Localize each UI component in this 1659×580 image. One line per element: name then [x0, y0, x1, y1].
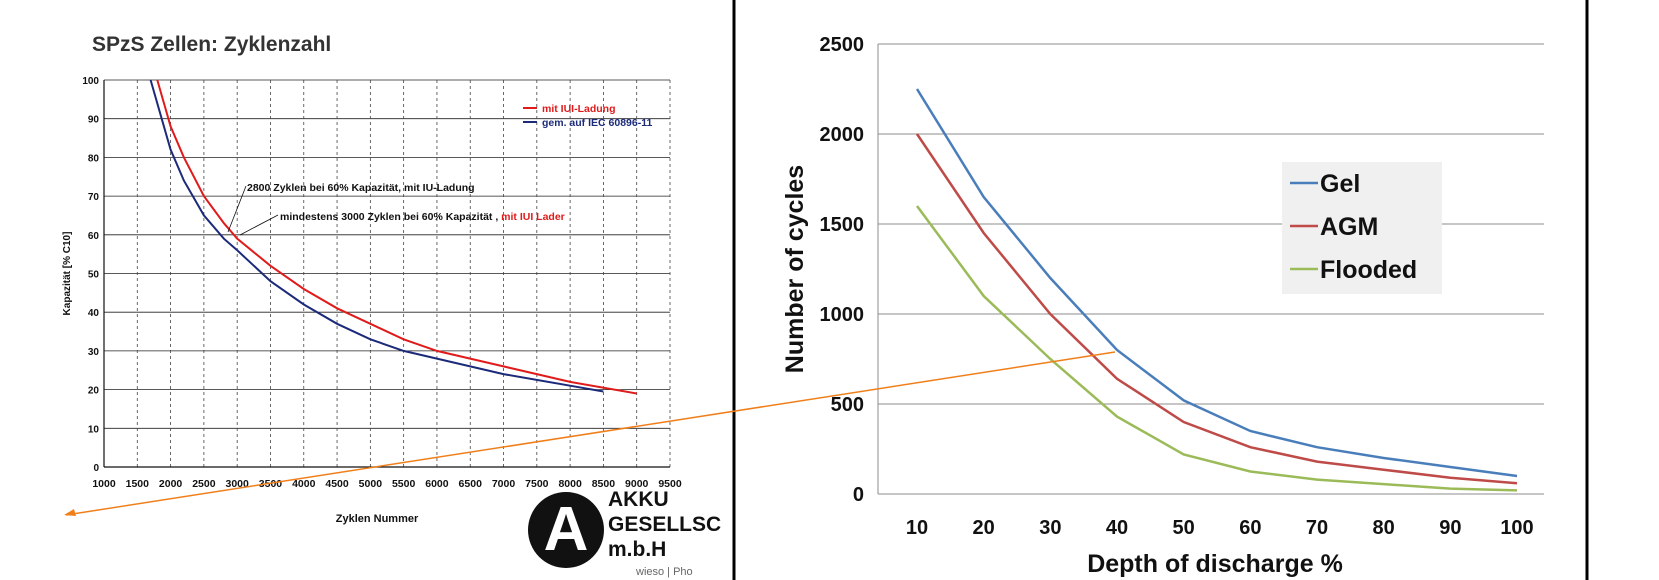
chart1-annotation-iui-highlight: mit IUI Lader — [501, 211, 565, 223]
chart2-xtick-label: 20 — [973, 517, 995, 539]
logo-text-line3: m.b.H — [608, 538, 667, 561]
chart1-series-line-iui — [156, 79, 637, 395]
chart1-xtick-label: 2500 — [192, 478, 216, 490]
logo-circle — [528, 492, 604, 568]
chart1-xtick-label: 6000 — [425, 478, 449, 490]
chart2-ytick-label: 500 — [831, 394, 864, 416]
logo-emblem: A — [543, 495, 589, 564]
chart1-xtick-label: 7000 — [492, 478, 516, 490]
chart1-xtick-label: 8500 — [592, 478, 616, 490]
chart1-ytick-label: 70 — [88, 192, 100, 203]
chart1-xtick-label: 2000 — [159, 478, 183, 490]
chart2-legend-label: AGM — [1320, 213, 1378, 241]
chart1-ytick-label: 80 — [88, 153, 100, 164]
chart2-series-line-gel — [915, 88, 1518, 478]
chart1-ytick-label: 0 — [93, 463, 99, 474]
logo-text-line2: GESELLSC — [608, 513, 722, 536]
chart1-ylabel: Kapazität [% C10] — [62, 232, 73, 316]
orange-arrowhead — [64, 509, 76, 516]
chart1-ytick-label: 100 — [82, 76, 99, 87]
chart1-ytick-label: 10 — [88, 424, 100, 435]
chart2-series-line-flooded — [915, 205, 1518, 492]
chart2-legend-label: Gel — [1320, 170, 1360, 198]
chart1-ytick-label: 40 — [88, 308, 100, 319]
chart1-ytick-label: 90 — [88, 115, 100, 126]
chart1-xtick-label: 5000 — [359, 478, 383, 490]
chart2-ytick-label: 2500 — [820, 34, 865, 56]
orange-arrow — [65, 351, 1116, 516]
chart2-xtick-label: 50 — [1173, 517, 1195, 539]
chart1-annotation-iui: mindestens 3000 Zyklen bei 60% Kapazität… — [280, 211, 565, 223]
chart1-title: SPzS Zellen: Zyklenzahl — [92, 33, 331, 56]
chart1-annotation-iui-text: mindestens 3000 Zyklen bei 60% Kapazität… — [280, 211, 501, 223]
chart2-xtick-label: 40 — [1106, 517, 1128, 539]
chart1-xtick-label: 3500 — [259, 478, 283, 490]
chart2-series-line-agm — [915, 133, 1518, 485]
chart2-ytick-label: 2000 — [820, 124, 865, 146]
chart2-xlabel: Depth of discharge % — [1087, 550, 1343, 578]
chart-zyklenzahl: SPzS Zellen: Zyklenzahl 0 10 20 30 40 50 60 70 80… — [62, 33, 682, 525]
akku-logo: A AKKU GESELLSC m.b.H — [528, 488, 722, 580]
chart1-xtick-label: 4500 — [325, 478, 349, 490]
chart2-legend-label: Flooded — [1320, 256, 1417, 284]
chart2-ytick-label: 1500 — [820, 214, 865, 236]
chart1-xtick-label: 1000 — [92, 478, 116, 490]
chart2-xtick-label: 30 — [1039, 517, 1061, 539]
chart1-ytick-label: 30 — [88, 347, 100, 358]
photo-credit: wieso | Pho — [636, 566, 693, 578]
chart2-ytick-label: 1000 — [820, 304, 865, 326]
chart1-xtick-label: 9500 — [658, 478, 682, 490]
chart2-xtick-label: 60 — [1239, 517, 1261, 539]
chart1-annotation-iui-leader — [239, 214, 279, 236]
chart1-legend-label: gem. auf IEC 60896-11 — [542, 117, 652, 129]
chart1-xtick-label: 6500 — [459, 478, 483, 490]
chart1-xtick-label: 7500 — [525, 478, 549, 490]
chart1-xtick-label: 8000 — [558, 478, 582, 490]
chart1-xtick-label: 9000 — [625, 478, 649, 490]
chart2-ylabel: Number of cycles — [781, 165, 809, 373]
chart1-legend-label: mit IUI-Ladung — [542, 103, 616, 115]
chart2-xtick-label: 10 — [906, 517, 928, 539]
chart2-xtick-label: 100 — [1500, 517, 1533, 539]
chart1-series-line-iec — [149, 79, 604, 393]
chart1-xtick-label: 1500 — [126, 478, 150, 490]
chart2-xtick-label: 80 — [1373, 517, 1395, 539]
chart2-ytick-label: 0 — [853, 484, 864, 506]
chart1-ytick-label: 60 — [88, 231, 100, 242]
chart2-xtick-label: 70 — [1306, 517, 1328, 539]
chart1-annotation-iu-leader — [227, 185, 247, 233]
chart2-xtick-label: 90 — [1439, 517, 1461, 539]
chart1-xlabel: Zyklen Nummer — [336, 513, 419, 525]
chart1-ytick-label: 50 — [88, 270, 100, 281]
chart-depth-of-discharge: 0 500 1000 1500 2000 2500 10 20 30 40 50 60 70 80 90 10… — [781, 34, 1544, 578]
chart1-xtick-label: 4000 — [292, 478, 316, 490]
chart1-xtick-label: 5500 — [392, 478, 416, 490]
chart1-annotation-iu: 2800 Zyklen bei 60% Kapazität, mit IU-La… — [247, 182, 475, 194]
logo-text-line1: AKKU — [608, 488, 669, 511]
chart1-ytick-label: 20 — [88, 386, 100, 397]
